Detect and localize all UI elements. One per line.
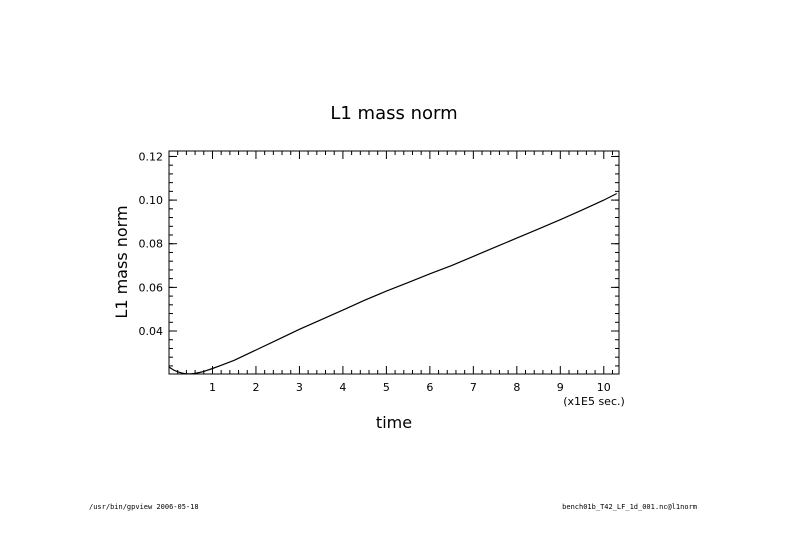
x-tick-label: 10 [597,381,611,394]
axis-ticks [169,151,619,374]
x-tick-label: 9 [557,381,564,394]
tick-labels: 1 2 3 4 5 6 7 8 9 10 0.04 0.06 0.08 0.10 0.12 [139,150,611,394]
plot-frame [168,150,620,375]
x-tick-label: 3 [296,381,303,394]
y-tick-label: 0.04 [139,325,164,338]
x-tick-label: 7 [470,381,477,394]
y-axis-label: L1 mass norm [112,205,131,318]
x-unit-label: (x1E5 sec.) [563,395,625,408]
y-tick-label: 0.12 [139,150,164,163]
footer-left: /usr/bin/gpview 2006-05-18 [89,503,199,511]
y-tick-label: 0.10 [139,194,164,207]
x-tick-label: 8 [513,381,520,394]
x-tick-label: 1 [209,381,216,394]
series-line-l1-mass-norm [168,192,618,375]
x-axis-label: time [376,413,412,432]
x-tick-label: 5 [383,381,390,394]
x-tick-label: 2 [252,381,259,394]
y-tick-label: 0.08 [139,238,164,251]
footer-right: bench01b_T42_LF_1d_001.nc@l1norm [562,503,697,511]
x-tick-label: 6 [426,381,433,394]
x-tick-label: 4 [339,381,346,394]
chart-title: L1 mass norm [330,103,457,124]
y-tick-label: 0.06 [139,281,164,294]
